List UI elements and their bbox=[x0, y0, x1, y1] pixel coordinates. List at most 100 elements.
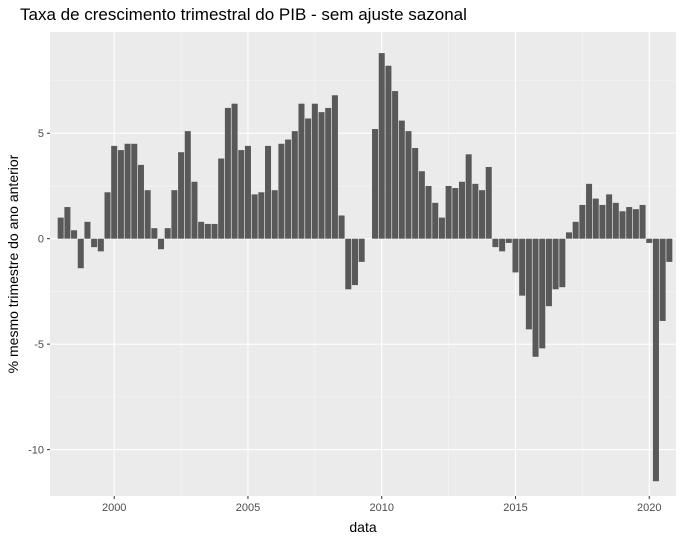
bar bbox=[398, 120, 405, 239]
bar bbox=[351, 238, 358, 286]
bar bbox=[479, 190, 486, 239]
y-tick-label: 0 bbox=[38, 234, 44, 246]
bar bbox=[325, 107, 332, 239]
bar bbox=[84, 221, 91, 239]
bar bbox=[104, 192, 111, 239]
bar bbox=[244, 145, 251, 239]
bar bbox=[345, 238, 352, 290]
bar bbox=[358, 238, 365, 262]
bar bbox=[285, 139, 292, 239]
bar bbox=[492, 238, 499, 248]
bar bbox=[559, 238, 566, 288]
bar bbox=[372, 129, 379, 239]
bar bbox=[632, 209, 639, 239]
y-tick-label: -5 bbox=[34, 339, 44, 351]
bar bbox=[171, 190, 178, 239]
bar bbox=[659, 238, 666, 321]
bar bbox=[392, 91, 399, 239]
bar bbox=[525, 238, 532, 330]
bar bbox=[124, 143, 131, 239]
bar bbox=[485, 166, 492, 239]
x-tick-label: 2000 bbox=[102, 502, 126, 514]
bar bbox=[198, 221, 205, 239]
bar bbox=[458, 181, 465, 239]
bar bbox=[184, 131, 191, 239]
bar bbox=[519, 238, 526, 296]
bar bbox=[586, 183, 593, 239]
bar bbox=[131, 143, 138, 239]
y-tick-label: -10 bbox=[28, 445, 44, 457]
bar bbox=[452, 188, 459, 239]
bar bbox=[472, 183, 479, 239]
bar bbox=[532, 238, 539, 357]
bar bbox=[218, 158, 225, 239]
bar bbox=[666, 238, 673, 262]
bar bbox=[64, 207, 71, 239]
bar bbox=[425, 185, 432, 239]
bar bbox=[626, 207, 633, 239]
bar bbox=[251, 194, 258, 239]
bar bbox=[71, 230, 78, 239]
bar bbox=[204, 223, 211, 239]
x-tick-label: 2020 bbox=[637, 502, 661, 514]
bar bbox=[418, 171, 425, 239]
x-tick-label: 2010 bbox=[369, 502, 393, 514]
bar bbox=[606, 194, 613, 239]
bar bbox=[465, 154, 472, 239]
bar bbox=[278, 143, 285, 239]
bar bbox=[258, 192, 265, 239]
bar bbox=[405, 131, 412, 239]
bar bbox=[238, 150, 245, 239]
bar bbox=[599, 204, 606, 239]
bar bbox=[158, 238, 165, 250]
bar bbox=[137, 164, 144, 239]
bar bbox=[445, 185, 452, 239]
bar bbox=[552, 238, 559, 290]
bar bbox=[499, 238, 506, 252]
bar bbox=[224, 107, 231, 239]
bar bbox=[338, 215, 345, 239]
x-axis-ticks: 2000 2005 2010 2015 2020 bbox=[102, 496, 661, 514]
bar bbox=[579, 204, 586, 239]
bar bbox=[97, 238, 104, 252]
bar bbox=[639, 204, 646, 239]
bar bbox=[331, 95, 338, 239]
bar bbox=[318, 112, 325, 239]
bar bbox=[438, 217, 445, 239]
bar bbox=[298, 103, 305, 239]
bar bbox=[91, 238, 98, 248]
bar bbox=[265, 145, 272, 239]
bar bbox=[311, 103, 318, 239]
bar bbox=[231, 103, 238, 239]
bar bbox=[77, 238, 84, 269]
grid-lines bbox=[50, 32, 676, 496]
bar bbox=[646, 238, 653, 243]
bar bbox=[592, 198, 599, 239]
bar bbox=[378, 53, 385, 239]
bar bbox=[565, 232, 573, 239]
bar bbox=[144, 190, 151, 239]
plot-panel bbox=[50, 32, 676, 496]
bar bbox=[612, 202, 619, 239]
bars bbox=[57, 53, 673, 482]
bar bbox=[545, 238, 552, 307]
bar bbox=[505, 238, 512, 243]
bar bbox=[652, 238, 659, 482]
bar bbox=[211, 223, 218, 239]
bar bbox=[385, 65, 392, 239]
bar bbox=[271, 190, 278, 239]
bar bbox=[57, 217, 64, 239]
bar bbox=[291, 131, 298, 239]
x-axis-label: data bbox=[349, 519, 376, 535]
bar bbox=[151, 228, 158, 239]
bar bbox=[305, 118, 312, 239]
y-axis-ticks: -10 -5 0 5 bbox=[28, 128, 50, 457]
bar bbox=[412, 148, 419, 239]
bar bbox=[164, 228, 171, 239]
x-tick-label: 2005 bbox=[236, 502, 260, 514]
bar bbox=[572, 221, 579, 239]
bar bbox=[191, 181, 198, 239]
x-tick-label: 2015 bbox=[503, 502, 527, 514]
chart-title: Taxa de crescimento trimestral do PIB - … bbox=[20, 5, 467, 24]
